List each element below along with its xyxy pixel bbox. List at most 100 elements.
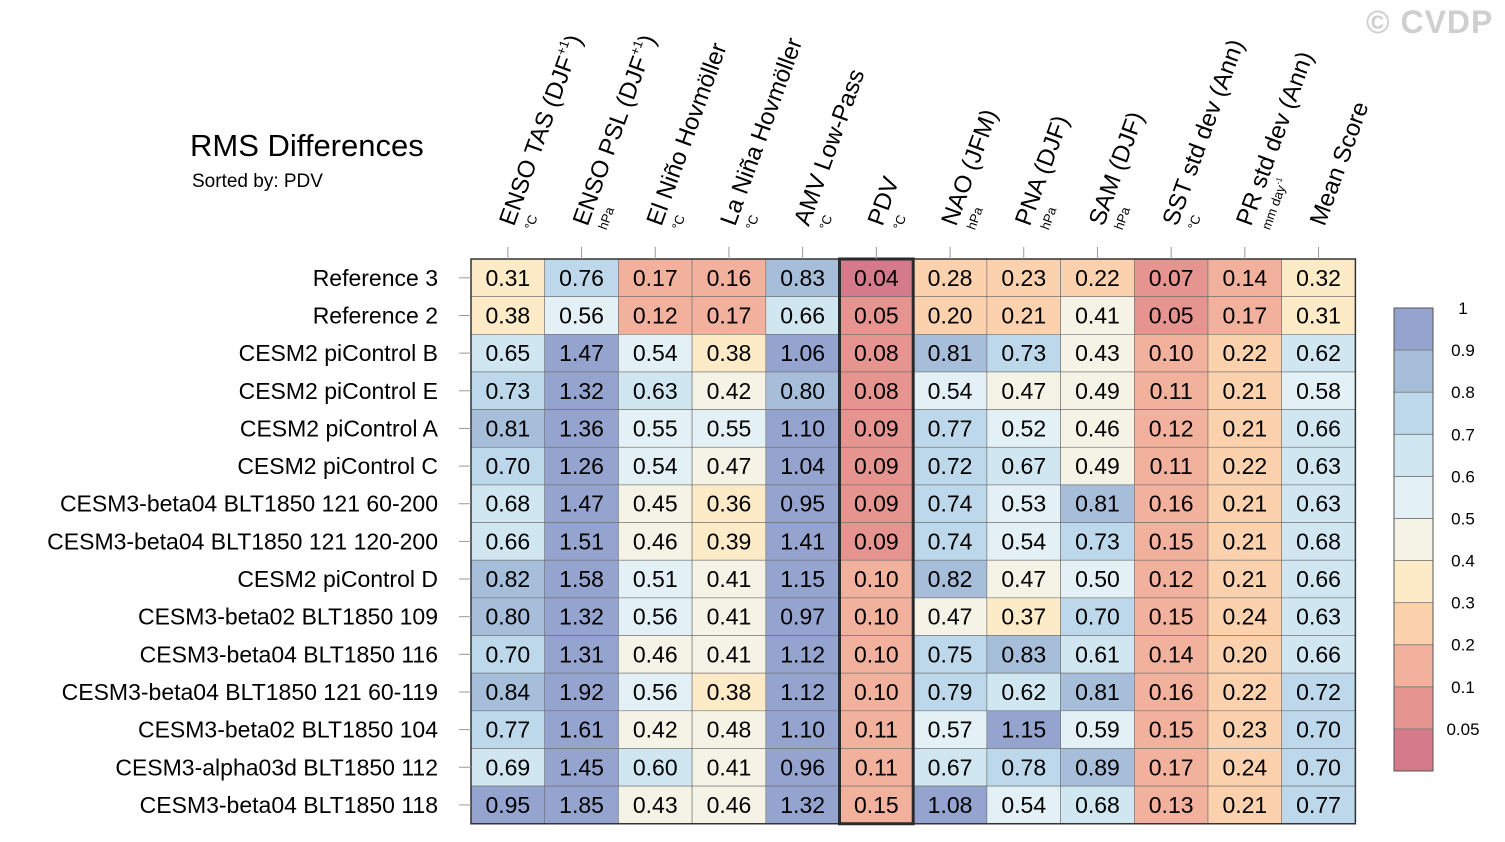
cell-value-label: 0.59 [1075, 717, 1120, 743]
heatmap-cell-cesm2-picontrol-d-sst-std-dev-ann [1134, 559, 1209, 599]
cell-value-label: 0.11 [1150, 453, 1193, 479]
colorbar-segment [1393, 728, 1434, 772]
heatmap-cell-cesm3-beta04-blt1850-121-120-200-sam-djf [1060, 522, 1135, 561]
cell-value-label: 0.56 [559, 302, 604, 328]
heatmap-cell-reference-2-pdv [839, 296, 914, 335]
heatmap-cell-cesm2-picontrol-c-pr-std-dev-ann [1207, 446, 1282, 486]
colorbar-tick-label: 0.4 [1451, 552, 1475, 571]
heatmap-cell-reference-2-enso-tas-djf [470, 296, 545, 335]
cell-value-label: 0.54 [633, 340, 678, 366]
chart-title: RMS Differences [190, 128, 424, 163]
cell-value-label: 0.41 [1075, 302, 1120, 328]
cell-value-label: 0.77 [485, 717, 530, 743]
heatmap-cell-cesm3-alpha03d-blt1850-112-amv-low-pass [765, 748, 840, 787]
cell-value-label: 0.72 [1296, 679, 1341, 705]
heatmap-cell-cesm3-beta04-blt1850-118-sam-djf [1060, 785, 1135, 825]
colorbar-segment [1393, 475, 1434, 519]
cell-value-label: 0.21 [1222, 491, 1267, 517]
cell-value-label: 1.10 [780, 717, 825, 743]
cell-value-label: 0.55 [707, 415, 752, 441]
cell-value-label: 0.56 [633, 604, 678, 630]
column-header-label: ENSO TAS (DJF+1) [492, 31, 588, 229]
cell-value-label: 0.84 [485, 679, 530, 705]
heatmap-cell-cesm2-picontrol-e-sam-djf [1060, 371, 1135, 410]
cell-value-label: 0.82 [928, 566, 973, 592]
heatmap-cell-cesm2-picontrol-b-pna-djf [986, 333, 1061, 373]
cell-value-label: 0.58 [1296, 378, 1341, 404]
heatmap-cell-cesm2-picontrol-e-el-ni-o-hovm-ller [618, 371, 693, 410]
cell-value-label: 0.74 [928, 528, 973, 554]
cell-value-label: 0.12 [1149, 566, 1194, 592]
cell-value-label: 1.31 [559, 641, 604, 667]
row-label-cesm2-picontrol-b: CESM2 piControl B [239, 340, 438, 366]
row-label-cesm3-beta04-blt1850-121-120-200: CESM3-beta04 BLT1850 121 120-200 [47, 528, 438, 554]
cell-value-label: 0.10 [854, 604, 899, 630]
cell-value-label: 0.10 [1149, 340, 1194, 366]
cell-value-label: 0.15 [1149, 604, 1194, 630]
cell-value-label: 0.70 [1296, 754, 1341, 780]
cell-value-label: 1.15 [1001, 717, 1046, 743]
cell-value-label: 0.73 [1075, 528, 1120, 554]
heatmap-cell-cesm3-beta04-blt1850-121-60-200-mean-score [1281, 484, 1356, 523]
column-header-label: SST std dev (Ann) [1157, 36, 1249, 229]
cell-value-label: 1.47 [559, 340, 604, 366]
cell-value-label: 1.51 [559, 528, 604, 554]
cell-value-label: 0.20 [928, 302, 973, 328]
cell-value-label: 1.36 [559, 415, 604, 441]
cell-value-label: 0.46 [633, 528, 678, 554]
heatmap-cell-cesm2-picontrol-e-pdv [839, 371, 914, 410]
heatmap-cell-cesm3-beta02-blt1850-104-enso-tas-djf [470, 710, 545, 749]
heatmap-cell-cesm3-beta04-blt1850-121-60-200-el-ni-o-hovm-ller [618, 484, 693, 523]
cell-value-label: 1.32 [780, 792, 825, 818]
heatmap-cell-cesm3-beta04-blt1850-121-120-200-la-ni-a-hovm-ller [691, 522, 767, 561]
heatmap-cell-cesm2-picontrol-e-sst-std-dev-ann [1134, 371, 1209, 410]
cell-value-label: 0.63 [1296, 491, 1341, 517]
cell-value-label: 0.66 [485, 528, 530, 554]
row-label-reference-3: Reference 3 [313, 265, 438, 291]
heatmap-cell-cesm3-beta04-blt1850-116-el-ni-o-hovm-ller [618, 635, 693, 674]
heatmap-cell-cesm3-beta04-blt1850-121-120-200-pna-djf [986, 522, 1061, 561]
heatmap-cell-cesm3-alpha03d-blt1850-112-sam-djf [1060, 748, 1135, 787]
cell-value-label: 0.60 [633, 754, 678, 780]
cell-value-label: 1.45 [559, 754, 604, 780]
heatmap-cell-reference-3-nao-jfm [912, 258, 988, 297]
cell-value-label: 0.68 [1075, 792, 1120, 818]
heatmap-cell-cesm3-beta04-blt1850-116-nao-jfm [912, 635, 988, 674]
cell-value-label: 0.62 [1001, 679, 1046, 705]
colorbar-segment [1393, 349, 1434, 393]
heatmap-cell-cesm3-beta04-blt1850-121-120-200-pdv [839, 522, 914, 561]
colorbar-tick-label: 0.6 [1451, 467, 1475, 486]
heatmap-cell-cesm3-alpha03d-blt1850-112-pr-std-dev-ann [1207, 748, 1282, 787]
cell-value-label: 0.20 [1222, 641, 1267, 667]
cell-value-label: 0.66 [1296, 566, 1341, 592]
cell-value-label: 0.54 [1001, 792, 1046, 818]
heatmap-cell-cesm2-picontrol-d-pr-std-dev-ann [1207, 559, 1282, 599]
colorbar-segment [1393, 391, 1434, 435]
cell-value-label: 0.05 [1149, 302, 1194, 328]
colorbar-segment [1393, 307, 1434, 351]
cell-value-label: 0.56 [633, 679, 678, 705]
cell-value-label: 0.28 [928, 265, 973, 291]
cell-value-label: 0.47 [1001, 566, 1046, 592]
cell-value-label: 0.82 [485, 566, 530, 592]
cell-value-label: 0.73 [1001, 340, 1046, 366]
cell-value-label: 0.79 [928, 679, 973, 705]
row-label-cesm3-beta04-blt1850-116: CESM3-beta04 BLT1850 116 [140, 641, 438, 667]
heatmap-cell-cesm2-picontrol-c-el-ni-o-hovm-ller [618, 446, 693, 486]
row-label-cesm2-picontrol-d: CESM2 piControl D [237, 566, 438, 592]
cell-value-label: 0.78 [1001, 754, 1046, 780]
colorbar-tick-label: 0.8 [1451, 383, 1475, 402]
cell-value-label: 1.85 [559, 792, 604, 818]
cell-value-label: 0.66 [780, 302, 825, 328]
colorbar-segment [1393, 644, 1434, 688]
heatmap-cell-reference-2-enso-psl-djf [544, 296, 619, 335]
cell-value-label: 0.89 [1075, 754, 1120, 780]
heatmap-cell-cesm3-beta04-blt1850-118-pna-djf [986, 785, 1061, 825]
cell-value-label: 0.95 [485, 792, 530, 818]
heatmap-cell-cesm3-beta04-blt1850-121-120-200-amv-low-pass [765, 522, 840, 561]
cell-value-label: 0.49 [1075, 453, 1120, 479]
cell-value-label: 0.14 [1222, 265, 1267, 291]
heatmap-cell-cesm3-beta04-blt1850-121-120-200-mean-score [1281, 522, 1356, 561]
cell-value-label: 0.47 [928, 604, 973, 630]
cell-value-label: 0.61 [1075, 641, 1120, 667]
